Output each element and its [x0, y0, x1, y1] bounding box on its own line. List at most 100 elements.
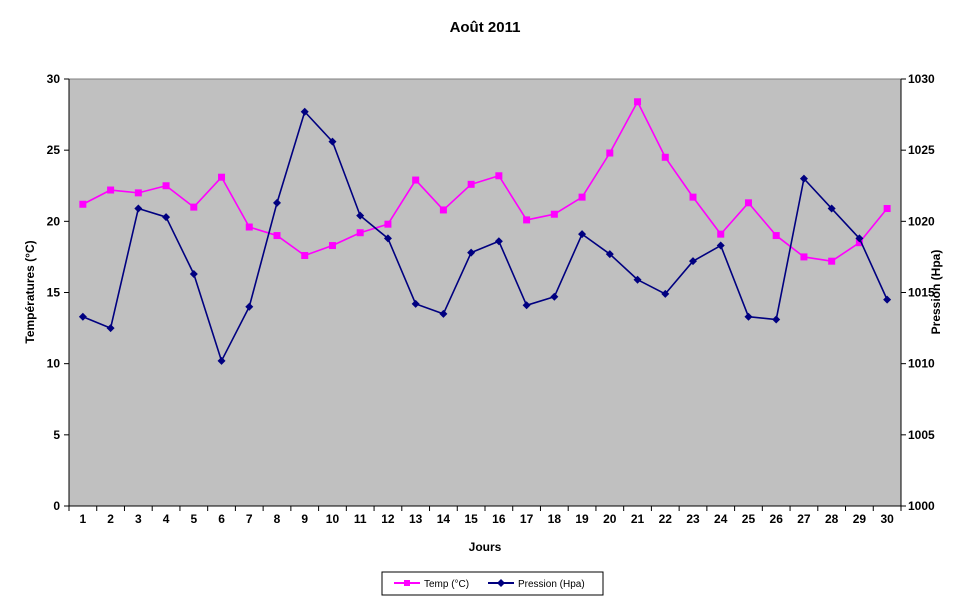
x-tick-label: 11	[354, 512, 367, 526]
left-tick-label: 25	[47, 143, 61, 157]
data-point	[744, 199, 752, 207]
data-point	[550, 292, 559, 301]
x-tick-label: 26	[770, 512, 784, 526]
legend-pressure-marker	[497, 579, 505, 587]
data-point	[300, 107, 309, 116]
data-point	[273, 232, 281, 240]
left-tick-label: 0	[53, 499, 60, 513]
data-point	[828, 257, 836, 265]
x-tick-label: 7	[246, 512, 253, 526]
right-tick-label: 1000	[908, 499, 935, 513]
data-point	[79, 200, 87, 208]
data-point	[855, 239, 863, 247]
x-tick-label: 9	[301, 512, 308, 526]
data-point	[550, 210, 558, 218]
data-point	[633, 275, 642, 284]
data-point	[356, 229, 364, 237]
x-tick-label: 22	[659, 512, 673, 526]
data-point	[523, 216, 531, 224]
right-tick-label: 1010	[908, 357, 935, 371]
right-axis: 1000 1005 1010 1015 1020 1025 1030	[900, 72, 935, 513]
data-point	[162, 213, 171, 222]
data-point	[689, 193, 697, 201]
data-point	[800, 253, 808, 261]
data-point	[716, 241, 725, 250]
x-tick-label: 30	[880, 512, 894, 526]
data-point	[439, 206, 447, 214]
data-point	[439, 309, 448, 318]
data-point	[190, 203, 198, 211]
series-line-1	[82, 110, 888, 362]
x-tick-label: 2	[107, 512, 114, 526]
legend-temp-label: Temp (°C)	[424, 579, 469, 590]
legend-pressure-label: Pression (Hpa)	[518, 579, 585, 590]
x-tick-label: 20	[603, 512, 617, 526]
x-tick-label: 14	[437, 512, 451, 526]
data-point	[356, 211, 365, 220]
data-point	[328, 242, 336, 250]
data-point	[744, 312, 753, 321]
data-point	[605, 250, 614, 259]
data-point	[383, 234, 392, 243]
x-tick-label: 29	[853, 512, 867, 526]
data-point	[412, 176, 420, 184]
left-tick-label: 5	[53, 428, 60, 442]
data-point	[301, 251, 309, 259]
data-point	[799, 174, 808, 183]
data-point	[495, 172, 503, 180]
legend-temp-marker	[404, 580, 410, 586]
data-point	[578, 230, 587, 239]
x-tick-label: 27	[797, 512, 811, 526]
data-point	[189, 269, 198, 278]
data-point	[106, 324, 115, 333]
data-point	[883, 205, 891, 213]
x-tick-label: 21	[631, 512, 645, 526]
x-tick-label: 1	[80, 512, 87, 526]
data-point	[661, 153, 669, 161]
left-tick-label: 30	[47, 72, 61, 86]
data-point	[883, 295, 892, 304]
data-point	[494, 237, 503, 246]
data-point	[245, 302, 254, 311]
x-tick-label: 15	[464, 512, 478, 526]
left-axis-label: Températures (°C)	[23, 240, 37, 343]
data-point	[217, 356, 226, 365]
right-axis-label: Pression (Hpa)	[929, 250, 943, 335]
x-tick-label: 23	[686, 512, 700, 526]
x-tick-label: 3	[135, 512, 142, 526]
chart-title: Août 2011	[450, 19, 521, 36]
data-point	[689, 257, 697, 266]
plot-area	[68, 78, 902, 507]
right-tick-label: 1025	[908, 143, 935, 157]
x-tick-label: 16	[492, 512, 506, 526]
x-tick-label: 12	[381, 512, 395, 526]
left-tick-label: 15	[47, 286, 61, 300]
data-point	[467, 248, 476, 257]
data-point	[522, 301, 531, 310]
x-tick-label: 10	[326, 512, 340, 526]
data-point	[134, 204, 143, 213]
x-tick-label: 18	[548, 512, 562, 526]
x-tick-label: 28	[825, 512, 839, 526]
x-tick-label: 17	[520, 512, 534, 526]
x-tick-label: 13	[409, 512, 423, 526]
x-tick-label: 19	[575, 512, 589, 526]
x-tick-label: 24	[714, 512, 728, 526]
right-tick-label: 1020	[908, 214, 935, 228]
x-tick-label: 25	[742, 512, 756, 526]
x-tick-label: 4	[163, 512, 170, 526]
x-axis: 1 2 3 4 5 6 7 8 9 10 11 12 13 14 15 16 17 18 19 20 21 22 23 24 2…	[68, 505, 902, 526]
left-axis: 0 5 10 15 20 25 30	[47, 72, 70, 513]
data-point	[134, 189, 142, 197]
x-tick-label: 8	[274, 512, 281, 526]
data-point	[384, 220, 392, 228]
data-point	[606, 149, 614, 157]
data-point	[411, 299, 420, 308]
left-tick-label: 20	[47, 214, 61, 228]
left-tick-label: 10	[47, 357, 61, 371]
data-point	[78, 312, 87, 321]
data-point	[634, 98, 642, 106]
x-tick-label: 5	[190, 512, 197, 526]
data-point	[717, 230, 725, 238]
